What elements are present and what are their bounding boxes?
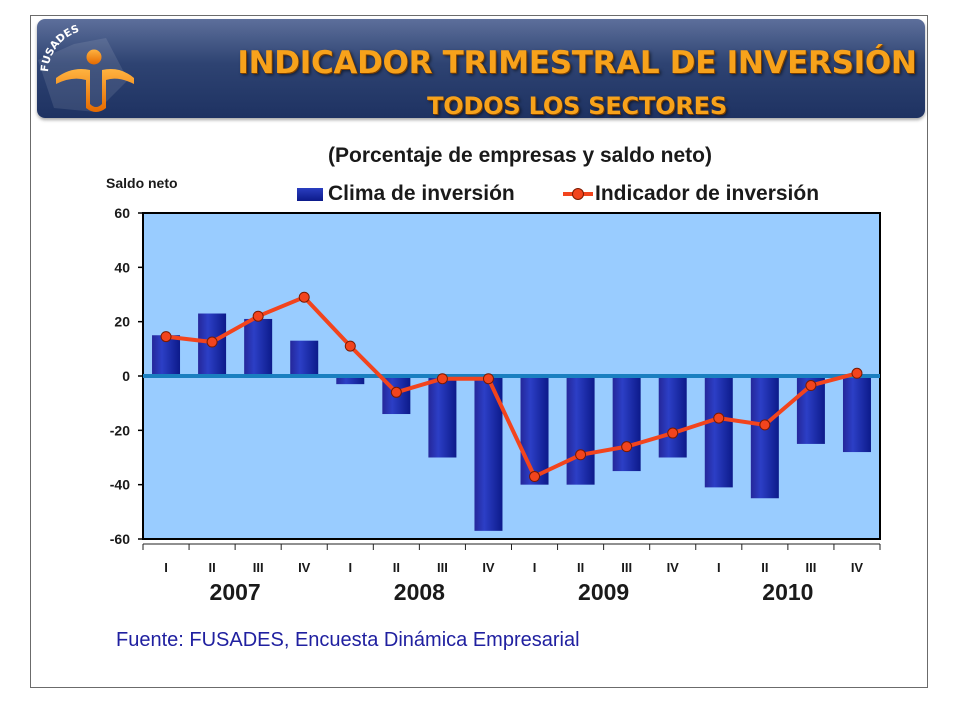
fusades-logo: FUSADES — [38, 23, 134, 112]
y-tick-label: 0 — [122, 368, 130, 384]
x-tick-label: II — [577, 560, 584, 575]
x-tick-label: II — [208, 560, 215, 575]
x-tick-label: III — [805, 560, 816, 575]
line-point — [482, 373, 494, 385]
year-label: 2007 — [210, 579, 261, 605]
x-tick-label: I — [533, 560, 537, 575]
year-label: 2009 — [578, 579, 629, 605]
x-tick-label: II — [393, 560, 400, 575]
x-tick-label: I — [164, 560, 168, 575]
bar — [750, 376, 779, 499]
line-point — [252, 310, 264, 322]
bar — [658, 376, 687, 458]
line-point — [529, 471, 541, 483]
x-tick-label: IV — [851, 560, 864, 575]
x-tick-label: I — [717, 560, 721, 575]
x-tick-label: III — [437, 560, 448, 575]
bar — [428, 376, 457, 458]
line-point — [851, 367, 863, 379]
indicator-line — [165, 295, 858, 479]
y-tick-label: 40 — [114, 259, 130, 275]
year-label: 2008 — [394, 579, 445, 605]
line-point — [759, 419, 771, 431]
bar — [290, 340, 319, 376]
line-point — [390, 386, 402, 398]
line-point — [575, 449, 587, 461]
line-point — [621, 441, 633, 453]
line-point — [436, 373, 448, 385]
y-tick-label: -20 — [110, 422, 130, 438]
legend-item-bar: Clima de inversión — [297, 181, 515, 207]
legend-label-line: Indicador de inversión — [595, 182, 820, 205]
bar — [612, 376, 641, 472]
line-point — [344, 340, 356, 352]
bar — [566, 376, 595, 485]
source-note: Fuente: FUSADES, Encuesta Dinámica Empre… — [116, 629, 580, 651]
x-tick-label: I — [348, 560, 352, 575]
x-tick-label: IV — [667, 560, 680, 575]
bar — [704, 376, 733, 488]
legend-swatch-bar — [297, 187, 323, 201]
year-label: 2010 — [762, 579, 813, 605]
bar — [244, 318, 273, 376]
y-tick-label: 20 — [114, 314, 130, 330]
bar — [336, 376, 365, 385]
line-point — [805, 380, 817, 392]
banner-title: INDICADOR TRIMESTRAL DE INVERSIÓN — [237, 45, 917, 81]
x-tick-label: IV — [482, 560, 495, 575]
legend-swatch-line — [563, 187, 593, 201]
y-tick-label: -40 — [110, 477, 130, 493]
title-banner: INDICADOR TRIMESTRAL DE INVERSIÓN TODOS … — [37, 19, 925, 120]
line-point — [206, 336, 218, 348]
chart-subtitle: (Porcentaje de empresas y saldo neto) — [328, 144, 712, 167]
x-tick-label: IV — [298, 560, 311, 575]
banner-subtitle: TODOS LOS SECTORES — [427, 92, 727, 120]
legend-item-line: Indicador de inversión — [563, 181, 819, 207]
line-point — [713, 412, 725, 424]
bar — [842, 376, 871, 453]
line-point — [160, 331, 172, 343]
x-tick-label: II — [761, 560, 768, 575]
y-tick-label: -60 — [110, 531, 130, 547]
x-tick-label: III — [621, 560, 632, 575]
legend-label-bar: Clima de inversión — [328, 182, 515, 205]
line-point — [298, 291, 310, 303]
bar — [520, 376, 549, 485]
line-point — [667, 427, 679, 439]
x-tick-label: III — [253, 560, 264, 575]
y-axis-label: Saldo neto — [106, 175, 178, 191]
y-tick-label: 60 — [114, 205, 130, 221]
